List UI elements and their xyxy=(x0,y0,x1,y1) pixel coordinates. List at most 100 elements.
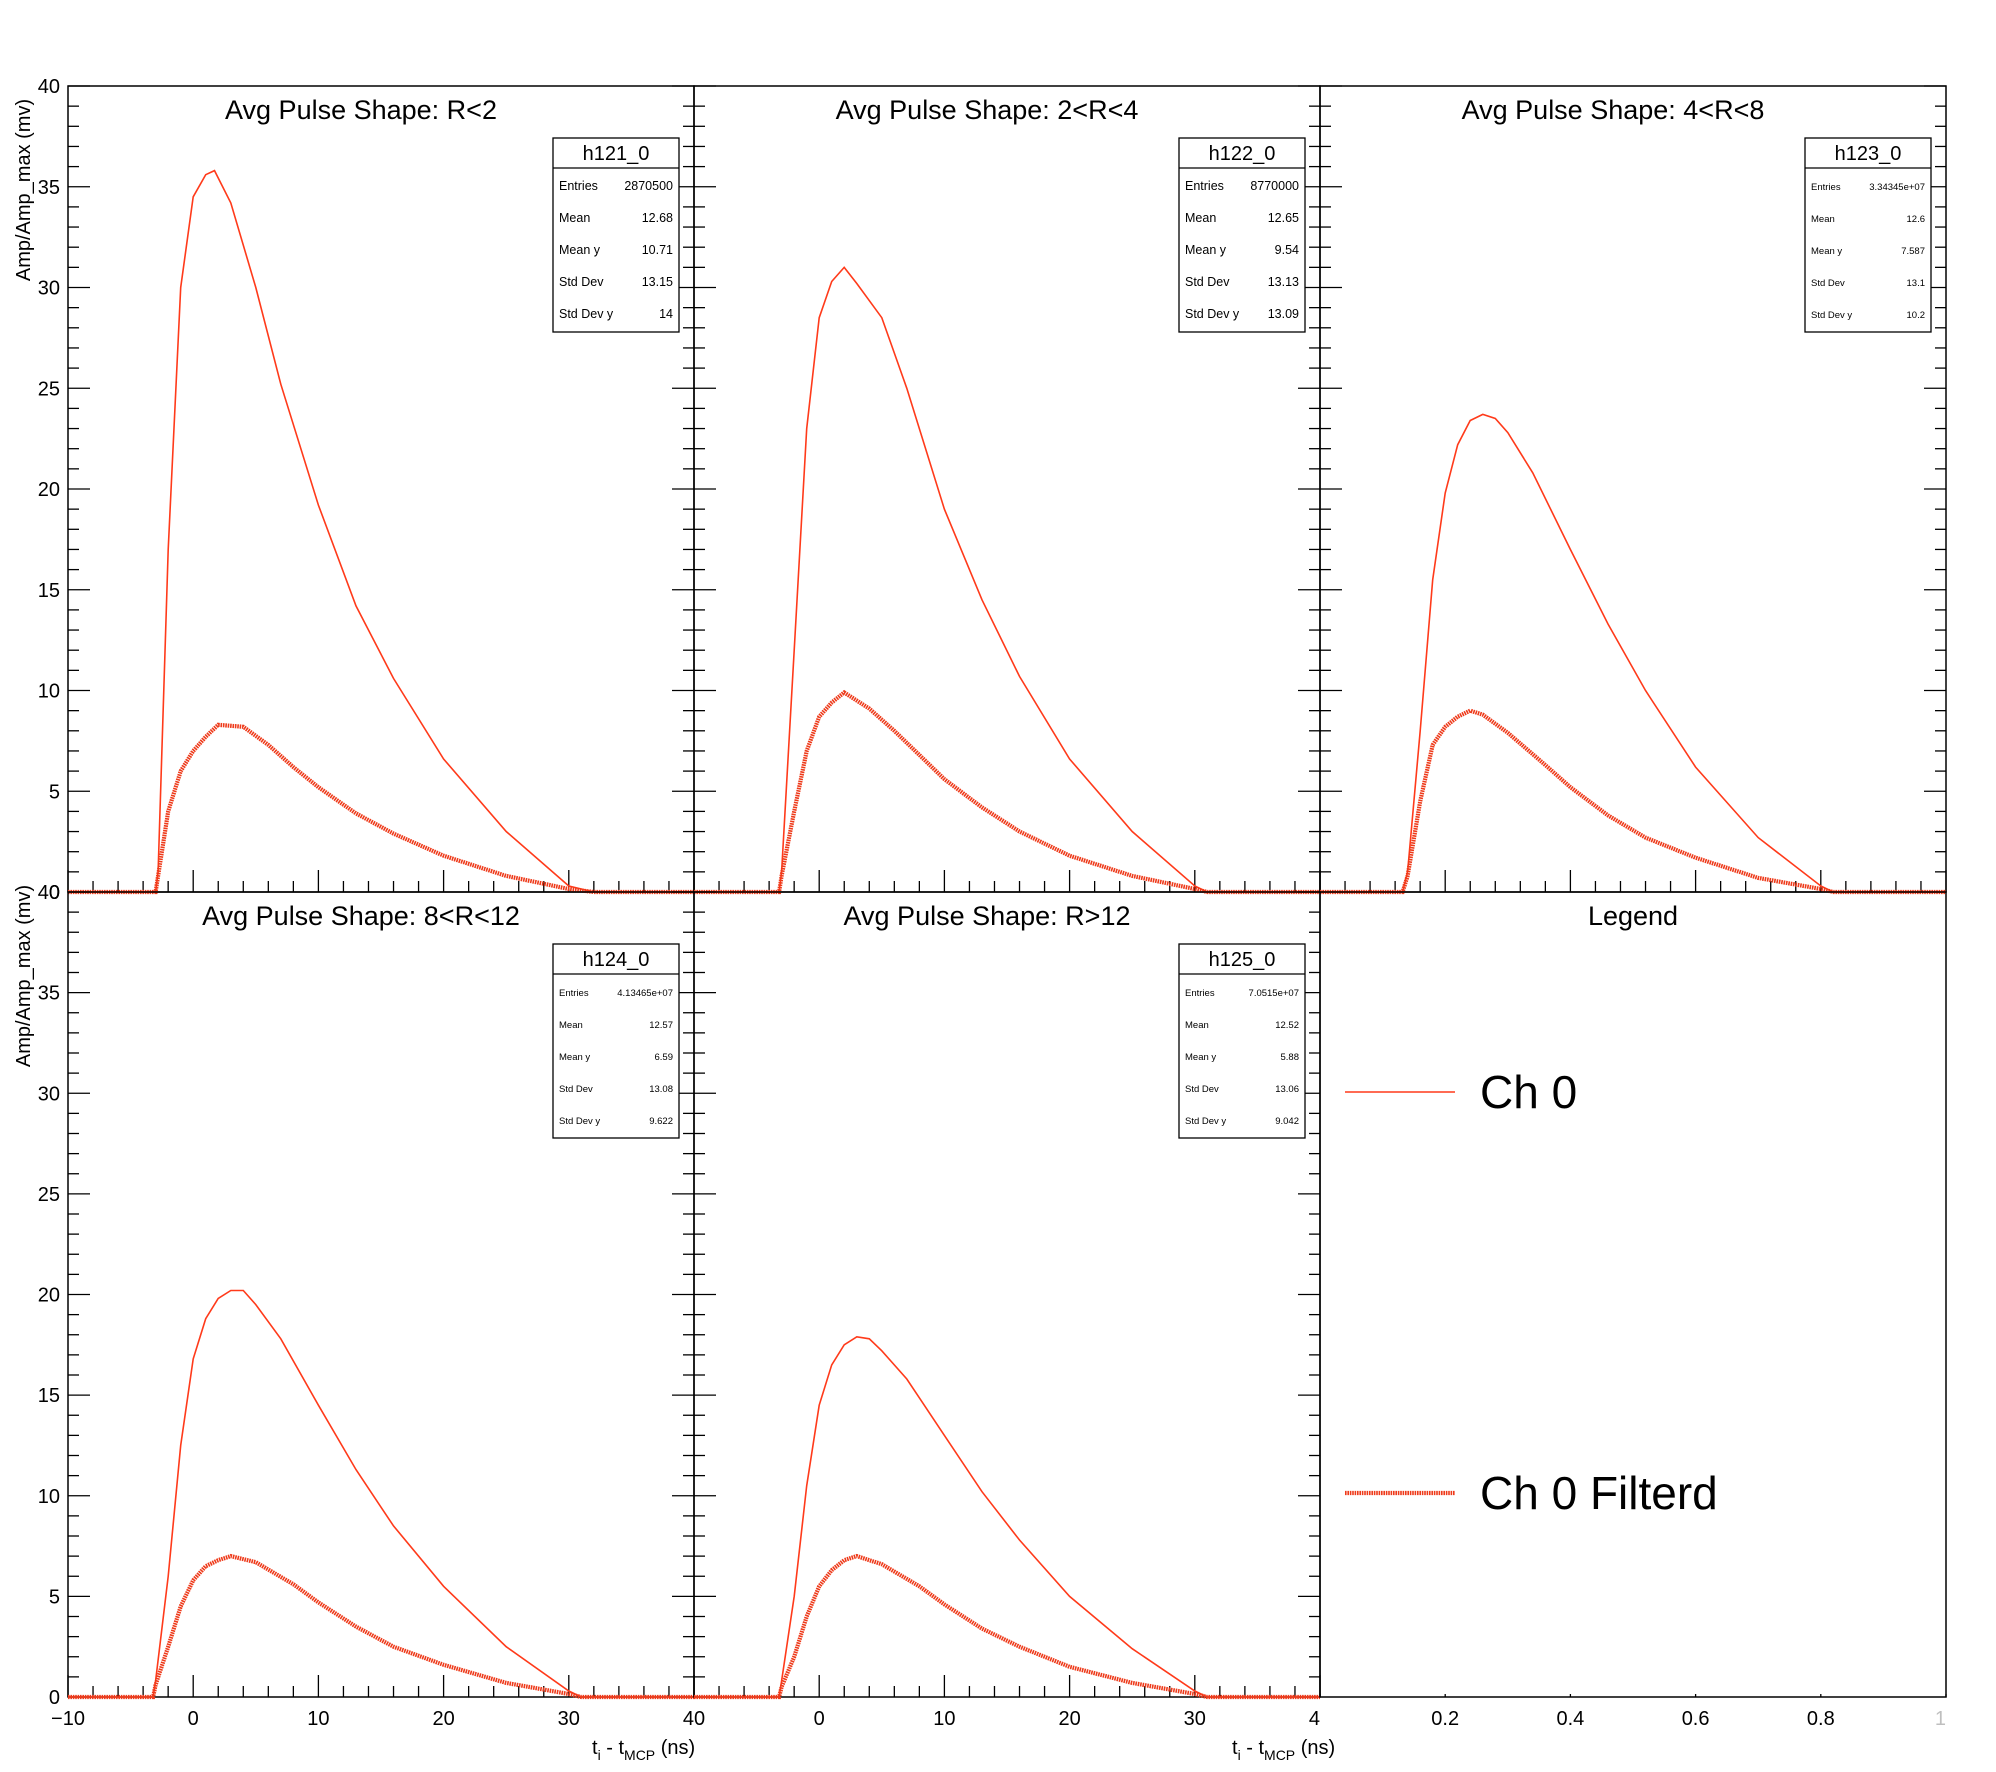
y-tick-label: 10 xyxy=(38,1486,60,1508)
stats-value: 12.52 xyxy=(1275,1020,1299,1031)
stats-value: 10.71 xyxy=(642,243,673,257)
y-tick-label: 20 xyxy=(38,1285,60,1307)
series-ch0-filtered-line xyxy=(694,689,1320,895)
stats-label: Std Dev y xyxy=(1185,1116,1226,1127)
y-tick-label: 35 xyxy=(38,983,60,1005)
x-tick-label: 4 xyxy=(683,1708,694,1730)
panel-title: Avg Pulse Shape: 8<R<12 xyxy=(202,901,520,931)
stats-hist-name: h122_0 xyxy=(1209,143,1276,165)
stats-value: 14 xyxy=(659,307,673,321)
stats-label: Std Dev xyxy=(1185,1084,1219,1095)
stats-label: Std Dev y xyxy=(559,307,614,321)
y-tick-label: 30 xyxy=(38,1083,60,1105)
stats-label: Std Dev y xyxy=(1185,307,1240,321)
x-axis-title: ti - tMCP (ns) xyxy=(592,1737,695,1763)
series-ch0-line xyxy=(694,1335,1320,1698)
stats-value: 5.88 xyxy=(1281,1052,1300,1063)
panel-title: Avg Pulse Shape: 2<R<4 xyxy=(836,95,1139,125)
stats-box-frame xyxy=(1178,943,1306,1139)
stats-label: Mean xyxy=(1811,214,1835,225)
y-tick-label: 30 xyxy=(38,278,60,300)
y-axis-title: Amp/Amp_max (mv) xyxy=(13,99,35,281)
y-tick-label: 40 xyxy=(38,76,60,98)
series-ch0-line xyxy=(694,266,1320,893)
y-tick-label: 10 xyxy=(38,681,60,703)
x-tick-label: 20 xyxy=(432,1708,454,1730)
stats-box: h122_0 Entries 8770000 Mean 12.65 Mean y 9.54 S… xyxy=(1178,137,1306,333)
panel-title: Avg Pulse Shape: 4<R<8 xyxy=(1462,95,1765,125)
y-axis-title: Amp/Amp_max (mv) xyxy=(13,885,35,1067)
series-ch0-filtered-line xyxy=(68,722,694,895)
y-tick-label: 40 xyxy=(38,882,60,904)
x-tick-label: 30 xyxy=(558,1708,580,1730)
stats-label: Mean y xyxy=(1811,246,1842,257)
stats-label: Std Dev xyxy=(559,1084,593,1095)
stats-label: Std Dev xyxy=(559,275,604,289)
legend-entry-label: Ch 0 xyxy=(1480,1066,1577,1118)
x-tick-label: 10 xyxy=(933,1708,955,1730)
x-tick-label: 0.6 xyxy=(1682,1708,1710,1730)
stats-value: 9.622 xyxy=(649,1116,673,1127)
stats-box-frame xyxy=(552,137,680,333)
panel-title: Avg Pulse Shape: R>12 xyxy=(844,901,1131,931)
y-tick-label: 20 xyxy=(38,479,60,501)
series-ch0-filtered-line xyxy=(68,1553,694,1700)
stats-label: Entries xyxy=(559,988,589,999)
stats-label: Mean y xyxy=(1185,1052,1216,1063)
y-tick-label: 35 xyxy=(38,177,60,199)
legend-entry-label: Ch 0 Filterd xyxy=(1480,1467,1718,1519)
stats-hist-name: h125_0 xyxy=(1209,949,1276,971)
y-tick-label: 15 xyxy=(38,1385,60,1407)
stats-label: Entries xyxy=(1185,988,1215,999)
x-tick-label: −10 xyxy=(51,1708,85,1730)
panel-1: Avg Pulse Shape: R<2 0 5 10 15 20 25 30 35 40 h121… xyxy=(38,76,695,904)
y-tick-label: 25 xyxy=(38,1184,60,1206)
stats-hist-name: h121_0 xyxy=(583,143,650,165)
stats-value: 13.15 xyxy=(642,275,673,289)
stats-label: Std Dev xyxy=(1185,275,1230,289)
stats-value: 13.09 xyxy=(1268,307,1299,321)
x-tick-label: 1 xyxy=(1935,1708,1946,1730)
panel-4: Avg Pulse Shape: 8<R<120510152025303540−… xyxy=(38,882,695,1730)
series-ch0-filtered-line xyxy=(1320,708,1946,895)
stats-value: 13.1 xyxy=(1907,278,1926,289)
y-tick-label: 0 xyxy=(49,882,60,904)
stats-box: h123_0 Entries 3.34345e+07 Mean 12.6 Mean y 7.… xyxy=(1804,137,1932,333)
stats-value: 12.68 xyxy=(642,211,673,225)
stats-label: Mean xyxy=(559,1020,583,1031)
series-ch0-filtered-line xyxy=(694,1553,1320,1700)
stats-label: Entries xyxy=(559,179,598,193)
stats-value: 7.0515e+07 xyxy=(1249,988,1299,999)
x-tick-label: 0.2 xyxy=(1431,1708,1459,1730)
stats-value: 6.59 xyxy=(655,1052,674,1063)
series-ch0-line xyxy=(68,169,694,893)
stats-value: 9.042 xyxy=(1275,1116,1299,1127)
stats-value: 7.587 xyxy=(1901,246,1925,257)
panel-6: Legend 0 0.2 0.4 0.6 0.8 1 Ch 0 Ch 0 Filterd xyxy=(1319,891,1947,1730)
y-tick-label: 5 xyxy=(49,781,60,803)
panel-title: Avg Pulse Shape: R<2 xyxy=(225,95,497,125)
stats-label: Std Dev y xyxy=(1811,310,1852,321)
stats-label: Mean xyxy=(1185,1020,1209,1031)
stats-label: Mean y xyxy=(559,243,601,257)
series-ch0-line xyxy=(1320,413,1946,893)
stats-label: Mean y xyxy=(1185,243,1227,257)
x-tick-label: 0 xyxy=(188,1708,199,1730)
panel-frame xyxy=(1319,891,1947,1698)
x-tick-label: 30 xyxy=(1184,1708,1206,1730)
stats-value: 3.34345e+07 xyxy=(1869,182,1925,193)
stats-label: Std Dev y xyxy=(559,1116,600,1127)
stats-value: 13.06 xyxy=(1275,1084,1299,1095)
stats-value: 9.54 xyxy=(1275,243,1299,257)
x-tick-label: 0 xyxy=(814,1708,825,1730)
stats-value: 10.2 xyxy=(1907,310,1926,321)
stats-value: 13.13 xyxy=(1268,275,1299,289)
y-tick-label: 25 xyxy=(38,378,60,400)
panel-title: Legend xyxy=(1588,901,1678,931)
stats-label: Mean xyxy=(1185,211,1216,225)
stats-box: h124_0 Entries 4.13465e+07 Mean 12.57 Mean y 6… xyxy=(552,943,680,1139)
x-tick-label: 20 xyxy=(1058,1708,1080,1730)
stats-box: h121_0 Entries 2870500 Mean 12.68 Mean y 10.71… xyxy=(552,137,680,333)
stats-value: 8770000 xyxy=(1250,179,1299,193)
